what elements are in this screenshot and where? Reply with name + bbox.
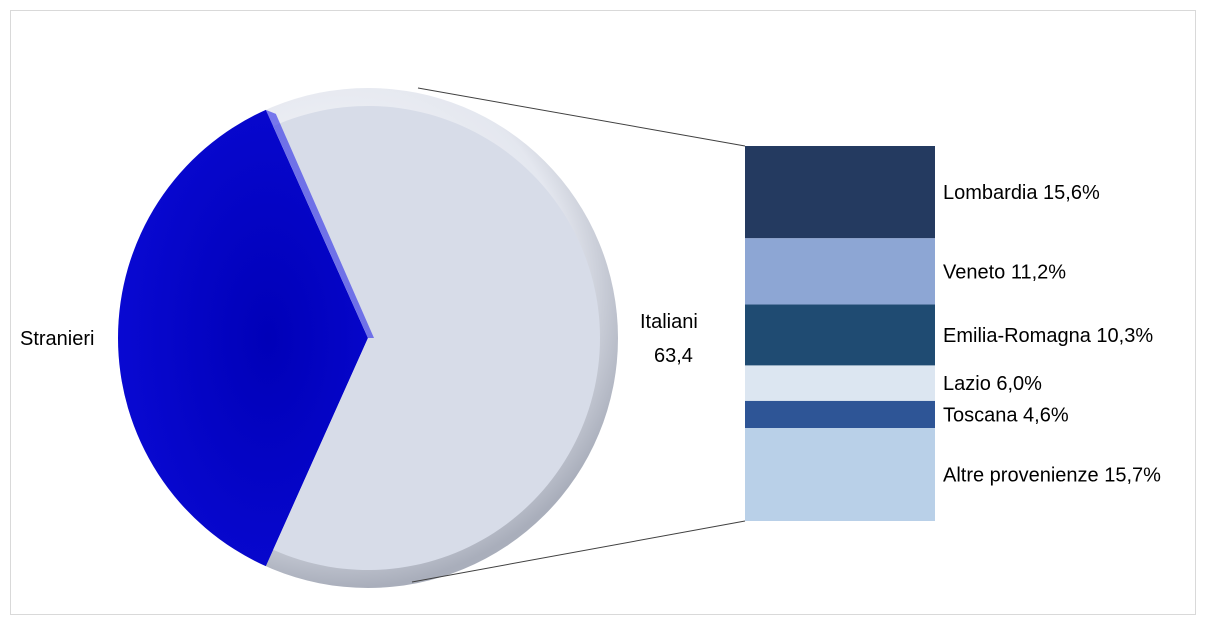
- bar-segment-label-2: Emilia-Romagna 10,3%: [943, 325, 1153, 347]
- bar-segment-label-5: Altre provenienze 15,7%: [943, 465, 1161, 487]
- pie-label-italiani: Italiani: [640, 311, 698, 333]
- bar-segment-label-0: Lombardia 15,6%: [943, 182, 1100, 204]
- connector-bottom: [411, 520, 746, 583]
- pie-slice-stranieri: [117, 109, 368, 567]
- pie-group: [117, 88, 618, 588]
- bar-segment-5: [745, 428, 935, 521]
- stacked-bar: [745, 146, 935, 521]
- bar-segment-2: [745, 304, 935, 366]
- pie-slice-stranieri-bevel: [265, 109, 374, 338]
- pie-value-italiani: 63,4: [654, 345, 693, 367]
- bar-segment-1: [745, 238, 935, 305]
- bar-segment-4: [745, 400, 935, 429]
- bar-segment-0: [745, 146, 935, 239]
- bar-segment-label-3: Lazio 6,0%: [943, 373, 1042, 395]
- bar-segment-label-1: Veneto 11,2%: [943, 261, 1066, 283]
- pie-label-stranieri: Stranieri: [20, 328, 94, 350]
- bar-segment-3: [745, 365, 935, 401]
- bar-segment-label-4: Toscana 4,6%: [943, 405, 1069, 427]
- connector-top: [417, 87, 746, 147]
- connector-lines: [411, 87, 746, 583]
- chart-labels: Lombardia 15,6% Veneto 11,2% Emilia-Romagn…: [20, 182, 1161, 486]
- pie-slice-italiani: [273, 106, 600, 571]
